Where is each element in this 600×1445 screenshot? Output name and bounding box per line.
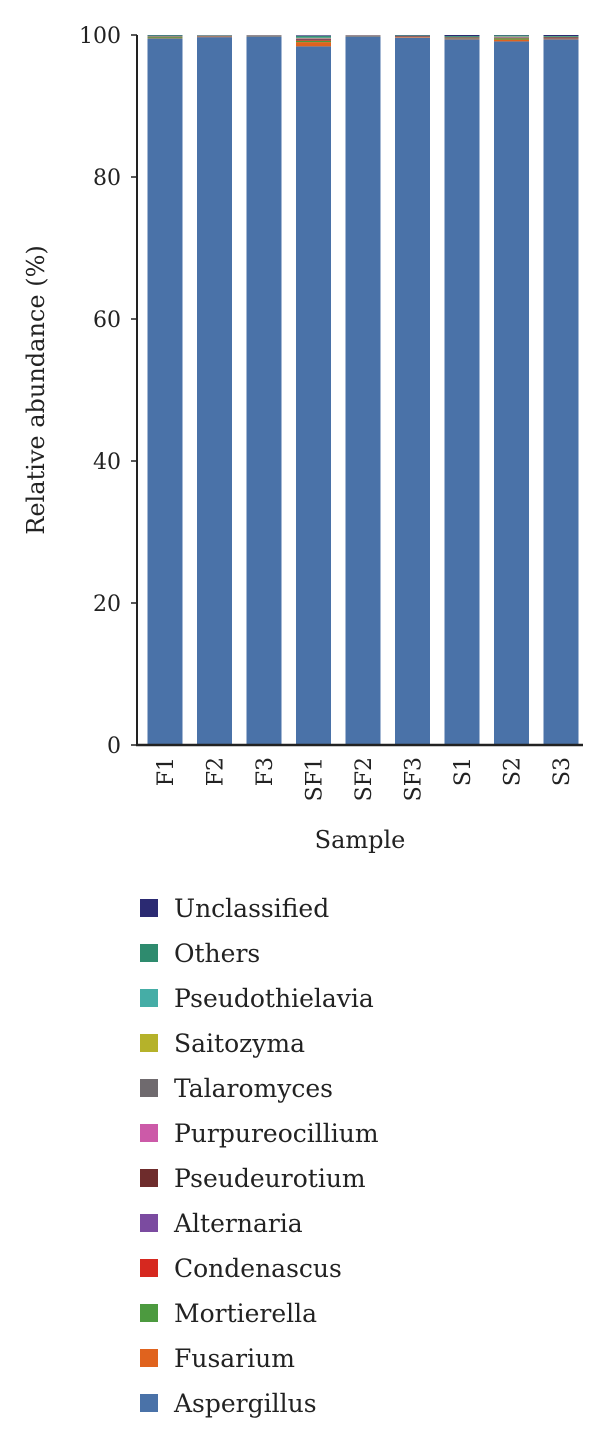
x-tick-label: S1 [451, 757, 476, 786]
x-tick-label: S2 [501, 757, 526, 786]
bar-stack-f3 [246, 35, 282, 746]
legend-label: Purpureocillium [174, 1118, 379, 1148]
x-tick-label: S3 [550, 757, 575, 786]
bar-segment-unclassified [296, 35, 331, 37]
bar-stack-s2 [494, 35, 529, 745]
bar-segment-aspergillus [444, 39, 480, 745]
bar-segment-fusarium [296, 42, 331, 47]
legend-swatch [140, 1349, 158, 1367]
legend-label: Condenascus [174, 1253, 342, 1283]
y-tick-label: 0 [107, 734, 121, 759]
legend: Unclassified Others Pseudothielavia Saitozy… [140, 892, 379, 1432]
legend-item-alternaria: Alternaria [140, 1207, 379, 1239]
legend-swatch [140, 1394, 158, 1412]
bar-segment-mortierella [147, 37, 183, 39]
bar-segment-aspergillus [147, 38, 183, 746]
y-axis-ticks: 0 20 40 60 80 100 [79, 24, 137, 759]
bar-stack-sf2 [345, 35, 381, 746]
x-tick-label: SF1 [303, 757, 328, 801]
bar-segment-mortierella [494, 38, 529, 40]
bar-segment-aspergillus [494, 41, 529, 745]
x-tick-label: F3 [253, 757, 278, 786]
bar-stack-sf3 [395, 35, 430, 745]
bar-segment-unclassified [444, 35, 480, 37]
legend-label: Aspergillus [174, 1388, 317, 1418]
legend-swatch [140, 1214, 158, 1232]
legend-label: Mortierella [174, 1298, 318, 1328]
bar-segment-others [296, 36, 331, 38]
legend-label: Pseudeurotium [174, 1163, 366, 1193]
bar-area [147, 35, 579, 746]
bar-stack-s1 [444, 35, 480, 745]
legend-item-others: Others [140, 937, 379, 969]
bar-segment-pseudeurotium [296, 38, 331, 40]
bar-segment-pseudeurotium [444, 37, 480, 39]
legend-item-unclassified: Unclassified [140, 892, 379, 924]
stacked-bar-chart: 0 20 40 60 80 100 F1 F2 F3 SF1 SF2 SF3 S1 S2 S3 Relat… [22, 24, 583, 854]
legend-label: Fusarium [174, 1343, 295, 1373]
bar-segment-others [543, 35, 579, 37]
legend-item-purpureocillium: Purpureocillium [140, 1117, 379, 1149]
legend-swatch [140, 989, 158, 1007]
legend-label: Alternaria [174, 1208, 303, 1238]
legend-swatch [140, 1169, 158, 1187]
legend-swatch [140, 1079, 158, 1097]
y-axis-title: Relative abundance (%) [22, 245, 50, 535]
x-tick-label: F2 [204, 757, 229, 786]
legend-item-pseudeurotium: Pseudeurotium [140, 1162, 379, 1194]
legend-swatch [140, 899, 158, 917]
legend-swatch [140, 1259, 158, 1277]
x-tick-label: SF3 [402, 757, 427, 801]
y-tick-label: 40 [93, 450, 121, 475]
bar-stack-s3 [543, 35, 579, 745]
bar-segment-pseudeurotium [395, 36, 430, 37]
legend-item-fusarium: Fusarium [140, 1342, 379, 1374]
bar-segment-fusarium [494, 39, 529, 42]
x-axis-ticks: F1 F2 F3 SF1 SF2 SF3 S1 S2 S3 [154, 757, 575, 801]
y-tick-label: 100 [79, 24, 121, 49]
legend-item-aspergillus: Aspergillus [140, 1387, 379, 1419]
legend-swatch [140, 944, 158, 962]
x-axis-title: Sample [315, 826, 406, 854]
bar-segment-others [147, 35, 183, 36]
bar-segment-others [444, 36, 480, 37]
x-tick-label: F1 [154, 757, 179, 786]
bar-segment-others [395, 35, 430, 36]
legend-item-saitozyma: Saitozyma [140, 1027, 379, 1059]
bar-segment-aspergillus [395, 37, 430, 745]
bar-segment-aspergillus [296, 46, 331, 746]
y-tick-label: 60 [93, 308, 121, 333]
legend-item-condenascus: Condenascus [140, 1252, 379, 1284]
bar-stack-f2 [197, 35, 232, 745]
legend-label: Saitozyma [174, 1028, 306, 1058]
legend-item-mortierella: Mortierella [140, 1297, 379, 1329]
bar-stack-f1 [147, 35, 183, 746]
legend-label: Unclassified [174, 893, 330, 923]
legend-label: Others [174, 938, 261, 968]
y-tick-label: 20 [93, 592, 121, 617]
bar-segment-aspergillus [543, 39, 579, 745]
legend-swatch [140, 1304, 158, 1322]
bar-segment-others [494, 35, 529, 37]
legend-item-talaromyces: Talaromyces [140, 1072, 379, 1104]
bar-segment-aspergillus [246, 36, 282, 746]
legend-swatch [140, 1034, 158, 1052]
legend-swatch [140, 1124, 158, 1142]
bar-segment-aspergillus [197, 37, 232, 745]
bar-segment-mortierella [296, 40, 331, 43]
bar-segment-unclassified [543, 35, 579, 36]
bar-segment-pseudeurotium [543, 37, 579, 39]
bar-segment-condenascus [296, 39, 331, 41]
bar-segment-aspergillus [345, 36, 381, 746]
legend-item-pseudothielavia: Pseudothielavia [140, 982, 379, 1014]
legend-label: Talaromyces [174, 1073, 333, 1103]
legend-label: Pseudothielavia [174, 983, 374, 1013]
x-tick-label: SF2 [352, 757, 377, 801]
bar-stack-sf1 [296, 35, 331, 746]
y-tick-label: 80 [93, 166, 121, 191]
